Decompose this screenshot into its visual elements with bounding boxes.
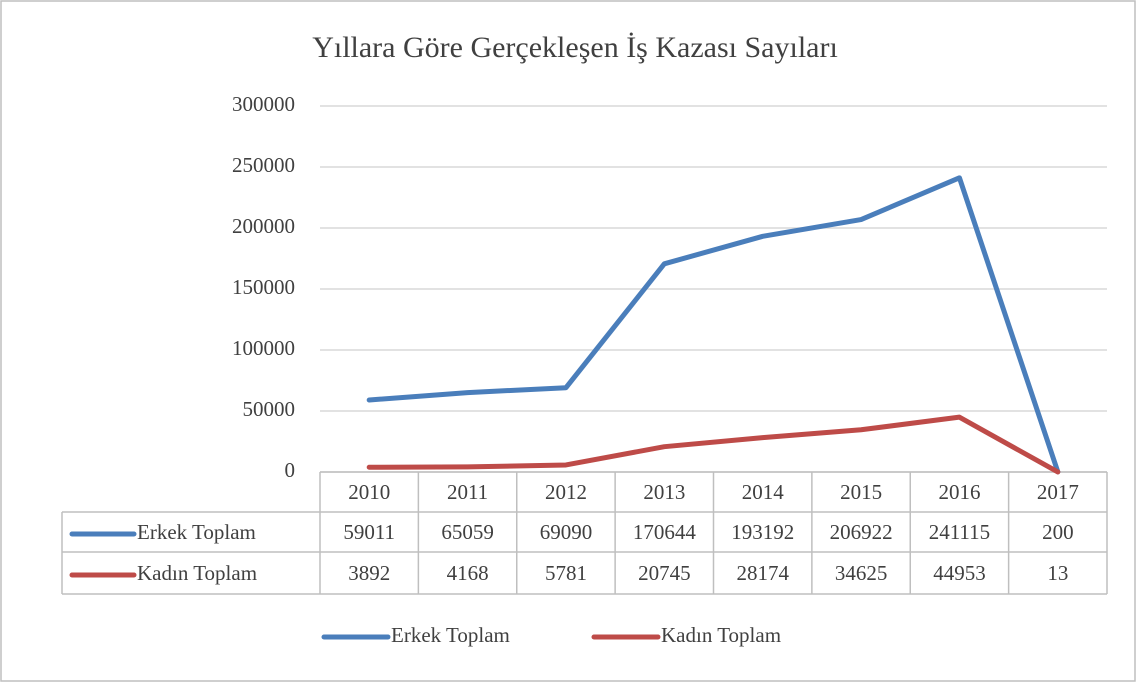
- table-cell: 3892: [348, 561, 390, 585]
- table-cell: 59011: [343, 520, 395, 544]
- line-series: [366, 175, 1061, 475]
- y-tick-label: 300000: [232, 92, 295, 116]
- table-cell: 193192: [731, 520, 794, 544]
- table-cell: 5781: [545, 561, 587, 585]
- table-cell: 200: [1042, 520, 1074, 544]
- table-row-label: Kadın Toplam: [137, 561, 257, 585]
- x-tick-label: 2013: [643, 480, 685, 504]
- legend-label: Erkek Toplam: [391, 623, 510, 647]
- table-cell: 28174: [736, 561, 789, 585]
- x-tick-label: 2016: [938, 480, 980, 504]
- x-tick-label: 2014: [742, 480, 785, 504]
- table-row-label: Erkek Toplam: [137, 520, 256, 544]
- table-cell: 20745: [638, 561, 691, 585]
- table-cell: 4168: [447, 561, 489, 585]
- legend-label: Kadın Toplam: [661, 623, 781, 647]
- y-tick-label: 50000: [243, 397, 296, 421]
- table-cell: 241115: [929, 520, 990, 544]
- y-tick-label: 200000: [232, 214, 295, 238]
- table-cell: 65059: [441, 520, 494, 544]
- table-cell: 44953: [933, 561, 986, 585]
- table-cell: 206922: [830, 520, 893, 544]
- table-cell: 170644: [633, 520, 697, 544]
- line-series: [366, 414, 1061, 475]
- table-cell: 13: [1047, 561, 1068, 585]
- y-tick-label: 150000: [232, 275, 295, 299]
- y-tick-label: 100000: [232, 336, 295, 360]
- table-cell: 34625: [835, 561, 888, 585]
- y-tick-label: 250000: [232, 153, 295, 177]
- x-tick-label: 2010: [348, 480, 390, 504]
- table-cell: 69090: [540, 520, 593, 544]
- y-tick-label: 0: [285, 458, 296, 482]
- x-tick-label: 2017: [1037, 480, 1079, 504]
- x-tick-label: 2015: [840, 480, 882, 504]
- x-tick-label: 2011: [447, 480, 488, 504]
- x-tick-label: 2012: [545, 480, 587, 504]
- chart-title: Yıllara Göre Gerçekleşen İş Kazası Sayıl…: [312, 31, 838, 64]
